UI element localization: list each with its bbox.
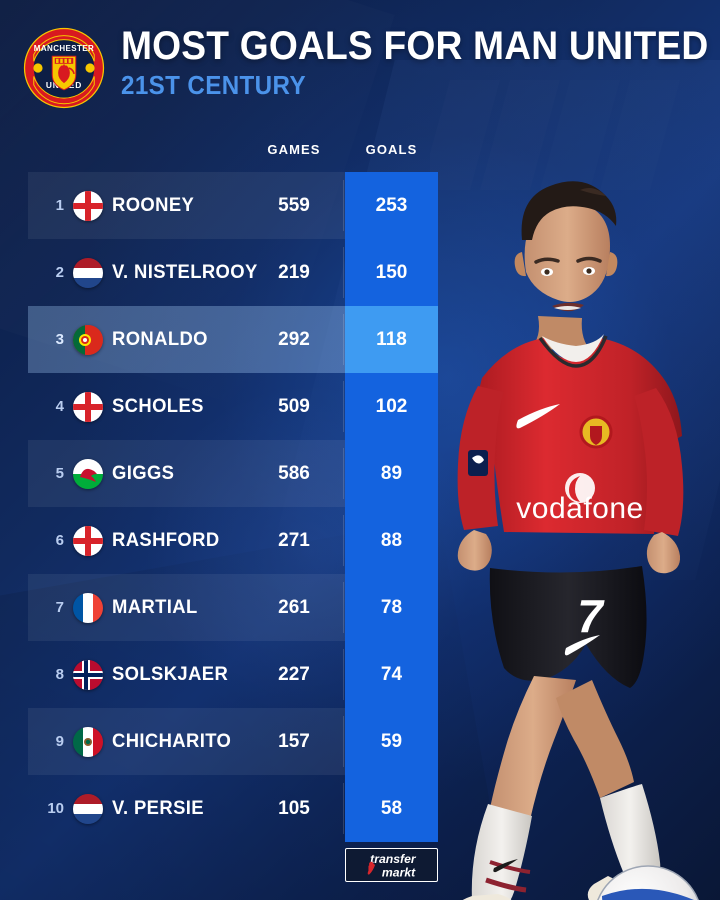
- table-row[interactable]: 5 GIGGS 586 89: [0, 440, 460, 507]
- table-row[interactable]: 10 V. PERSIE 105 58: [0, 775, 460, 842]
- flag-netherlands-icon: [73, 794, 103, 824]
- goals-value: 102: [345, 373, 438, 440]
- games-value: 271: [278, 529, 310, 551]
- goals-value: 74: [345, 641, 438, 708]
- column-divider: [343, 515, 344, 566]
- transfermarkt-logo: transfer markt: [345, 848, 438, 882]
- table-row[interactable]: 3 RONALDO 292 118: [0, 306, 460, 373]
- goals-value: 150: [345, 239, 438, 306]
- player-name: V. NISTELROOY: [112, 261, 258, 283]
- goals-value: 88: [345, 507, 438, 574]
- svg-text:transfer: transfer: [370, 852, 417, 866]
- flag-wales-icon: [73, 459, 103, 489]
- flag-mexico-icon: [73, 727, 103, 757]
- column-divider: [343, 783, 344, 834]
- rank-number: 9: [55, 733, 64, 750]
- leaderboard-table: 1 ROONEY 559 253 2 V. NISTELROOY 219 150 3 RONALD…: [0, 172, 460, 842]
- column-divider: [343, 649, 344, 700]
- column-divider: [343, 314, 344, 365]
- flag-portugal-icon: [73, 325, 103, 355]
- games-value: 559: [278, 194, 310, 216]
- rank-number: 5: [55, 465, 64, 482]
- rank-number: 10: [47, 800, 64, 817]
- player-name: GIGGS: [112, 462, 175, 484]
- flag-england-icon: [73, 526, 103, 556]
- manchester-united-crest: MANCHESTER UNITED: [23, 27, 105, 109]
- games-value: 292: [278, 328, 310, 350]
- rank-number: 4: [55, 398, 64, 415]
- flag-norway-icon: [73, 660, 103, 690]
- flag-england-icon: [73, 191, 103, 221]
- column-headers: GAMES GOALS: [0, 142, 720, 164]
- flag-netherlands-icon: [73, 258, 103, 288]
- page-title: MOST GOALS FOR MAN UNITED: [121, 24, 709, 68]
- player-name: CHICHARITO: [112, 730, 232, 752]
- player-name: RASHFORD: [112, 529, 220, 551]
- games-value: 157: [278, 730, 310, 752]
- goals-value: 58: [345, 775, 438, 842]
- column-divider: [343, 381, 344, 432]
- table-row[interactable]: 1 ROONEY 559 253: [0, 172, 460, 239]
- goals-value: 59: [345, 708, 438, 775]
- rank-number: 8: [55, 666, 64, 683]
- player-photo: vodafone 7: [457, 181, 699, 900]
- player-name: SOLSKJAER: [112, 663, 229, 685]
- flag-france-icon: [73, 593, 103, 623]
- player-name: V. PERSIE: [112, 797, 204, 819]
- column-divider: [343, 247, 344, 298]
- column-header-goals: GOALS: [365, 142, 418, 157]
- rank-number: 1: [55, 197, 64, 214]
- svg-text:markt: markt: [382, 865, 416, 879]
- player-name: RONALDO: [112, 328, 208, 350]
- column-divider: [343, 180, 344, 231]
- table-row[interactable]: 8 SOLSKJAER 227 74: [0, 641, 460, 708]
- rank-number: 7: [55, 599, 64, 616]
- flag-england-icon: [73, 392, 103, 422]
- goals-value: 253: [345, 172, 438, 239]
- goals-value: 89: [345, 440, 438, 507]
- player-name: MARTIAL: [112, 596, 198, 618]
- table-row[interactable]: 4 SCHOLES 509 102: [0, 373, 460, 440]
- page-subtitle: 21ST CENTURY: [121, 70, 306, 100]
- player-name: SCHOLES: [112, 395, 204, 417]
- rank-number: 2: [55, 264, 64, 281]
- games-value: 227: [278, 663, 310, 685]
- games-value: 509: [278, 395, 310, 417]
- column-divider: [343, 716, 344, 767]
- games-value: 219: [278, 261, 310, 283]
- goals-value: 78: [345, 574, 438, 641]
- player-name: ROONEY: [112, 194, 195, 216]
- column-header-games: GAMES: [267, 142, 321, 157]
- games-value: 586: [278, 462, 310, 484]
- svg-text:MANCHESTER: MANCHESTER: [34, 44, 94, 53]
- title-block: MOST GOALS FOR MAN UNITED 21ST CENTURY: [121, 24, 720, 99]
- rank-number: 6: [55, 532, 64, 549]
- table-row[interactable]: 7 MARTIAL 261 78: [0, 574, 460, 641]
- goals-value: 118: [345, 306, 438, 373]
- table-row[interactable]: 2 V. NISTELROOY 219 150: [0, 239, 460, 306]
- svg-text:7: 7: [577, 590, 605, 642]
- rank-number: 3: [55, 331, 64, 348]
- column-divider: [343, 582, 344, 633]
- table-row[interactable]: 6 RASHFORD 271 88: [0, 507, 460, 574]
- table-row[interactable]: 9 CHICHARITO 157 59: [0, 708, 460, 775]
- header: MANCHESTER UNITED MOST GOALS FOR MAN UNI…: [18, 22, 708, 122]
- column-divider: [343, 448, 344, 499]
- games-value: 105: [278, 797, 310, 819]
- games-value: 261: [278, 596, 310, 618]
